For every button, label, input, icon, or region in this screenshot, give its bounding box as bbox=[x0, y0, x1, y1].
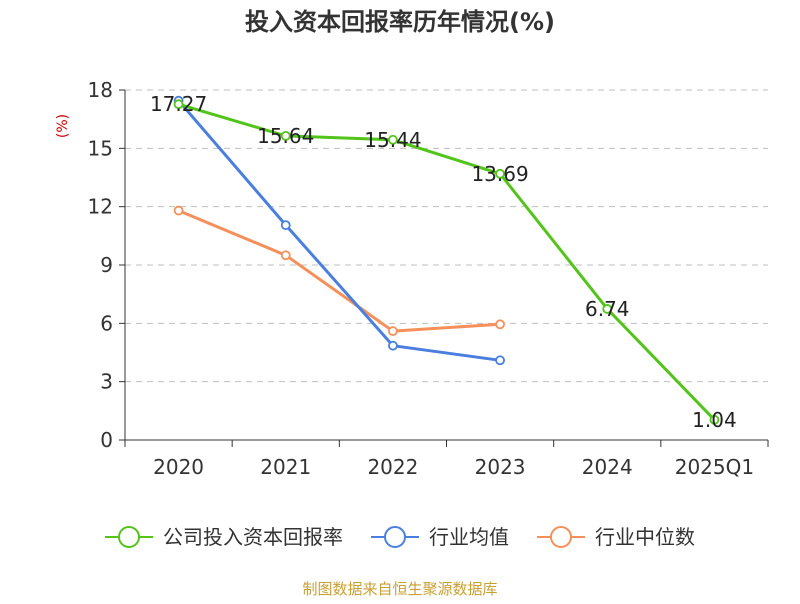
series-2 bbox=[173, 205, 505, 337]
x-tick-label-2021: 2021 bbox=[260, 455, 311, 479]
data-label-2: 15.44 bbox=[364, 128, 421, 152]
y-tick-label: 18 bbox=[88, 78, 113, 102]
x-tick-label-2022: 2022 bbox=[367, 455, 418, 479]
legend-item-2[interactable]: 行业中位数 bbox=[537, 525, 695, 549]
data-point-2-3 bbox=[495, 319, 505, 330]
series-0 bbox=[173, 99, 720, 425]
data-point-1-3 bbox=[495, 355, 505, 366]
x-tick-label-2025Q1: 2025Q1 bbox=[675, 455, 754, 479]
data-point-0-5 bbox=[709, 414, 720, 425]
data-point-0-4 bbox=[602, 304, 613, 314]
chart-title: 投入资本回报率历年情况(%) bbox=[245, 8, 555, 36]
legend-item-1[interactable]: 行业均值 bbox=[371, 525, 509, 549]
series-line-1 bbox=[177, 99, 502, 362]
data-labels: 17.27 15.64 15.44 13.69 6.74 1.04 bbox=[150, 92, 737, 432]
axes bbox=[119, 89, 769, 447]
y-tick-label: 12 bbox=[88, 195, 113, 219]
data-point-2-2 bbox=[388, 326, 398, 337]
y-axis-label: (%) bbox=[55, 114, 71, 138]
source-footer: 制图数据来自恒生聚源数据库 bbox=[302, 580, 497, 598]
data-label-5: 1.04 bbox=[692, 408, 737, 432]
x-tick-label-2023: 2023 bbox=[475, 455, 526, 479]
legend-label: 行业均值 bbox=[429, 525, 509, 549]
series-line-0 bbox=[177, 102, 716, 422]
data-label-3: 13.69 bbox=[471, 162, 528, 186]
legend-item-0[interactable]: 公司投入资本回报率 bbox=[105, 525, 343, 549]
data-label-4: 6.74 bbox=[585, 297, 630, 321]
x-tick-labels: 2020 2021 2022 2023 2024 2025Q1 bbox=[153, 455, 754, 479]
y-tick-label: 15 bbox=[88, 136, 113, 160]
data-point-1-1 bbox=[280, 220, 291, 231]
legend-marker-icon bbox=[550, 526, 572, 548]
x-tick-label-2020: 2020 bbox=[153, 455, 204, 479]
data-point-2-1 bbox=[280, 250, 291, 261]
y-tick-label: 6 bbox=[100, 311, 113, 335]
y-tick-label: 9 bbox=[100, 253, 113, 277]
data-point-2-0 bbox=[173, 205, 184, 216]
legend-label: 公司投入资本回报率 bbox=[163, 525, 343, 549]
data-label-1: 15.64 bbox=[257, 124, 314, 148]
data-point-0-0 bbox=[173, 99, 184, 110]
data-point-1-2 bbox=[388, 340, 398, 351]
y-tick-labels: 0 3 6 9 12 15 18 bbox=[88, 78, 113, 452]
data-label-0: 17.27 bbox=[150, 92, 207, 116]
y-tick-label: 0 bbox=[100, 428, 113, 452]
grid-lines bbox=[125, 89, 768, 383]
data-point-0-3 bbox=[495, 168, 505, 179]
series-line-2 bbox=[177, 209, 502, 333]
series-group bbox=[173, 95, 720, 425]
legend-label: 行业中位数 bbox=[595, 525, 695, 549]
legend-marker-icon bbox=[384, 526, 406, 548]
legend-marker-icon bbox=[118, 526, 140, 548]
data-point-0-1 bbox=[280, 130, 291, 141]
data-point-0-2 bbox=[388, 134, 398, 145]
y-tick-label: 3 bbox=[100, 370, 113, 394]
legend[interactable]: 公司投入资本回报率 行业均值 行业中位数 bbox=[105, 525, 695, 549]
x-tick-label-2024: 2024 bbox=[582, 455, 633, 479]
